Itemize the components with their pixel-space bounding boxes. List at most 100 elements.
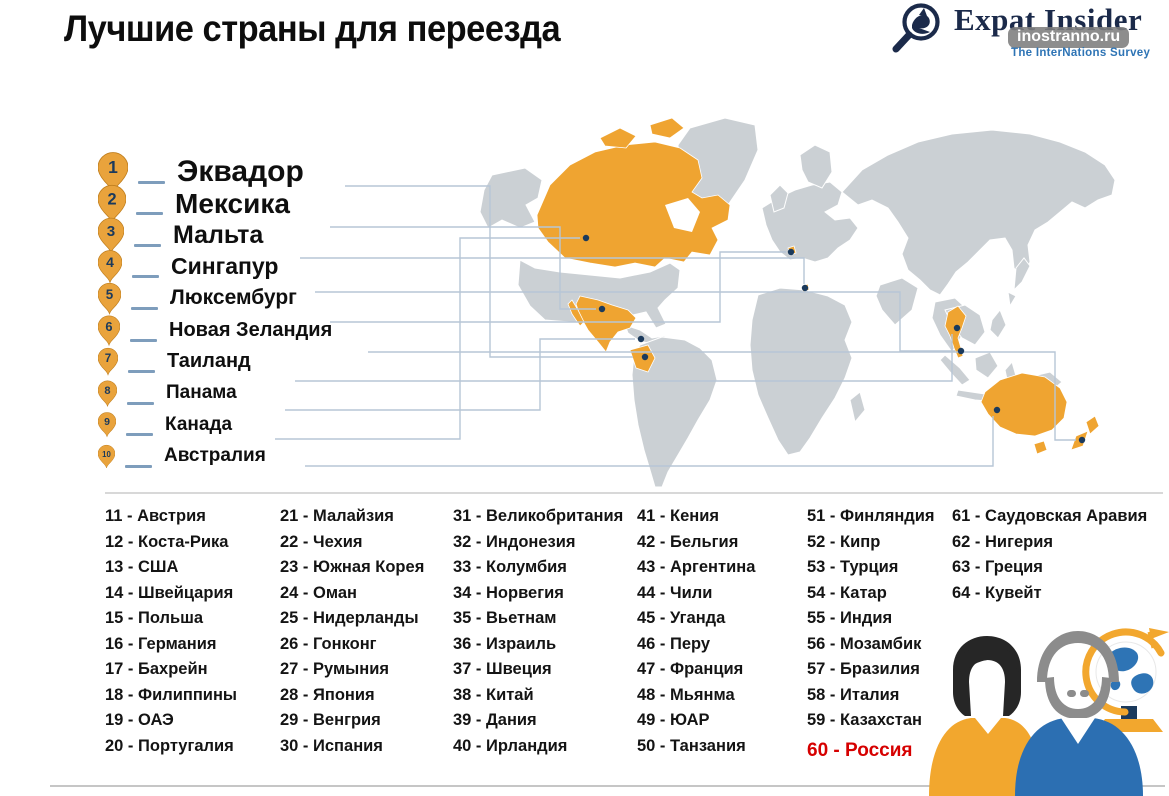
ranking-entry: 58 - Италия [807, 685, 900, 704]
top10-item: 10 Австралия [98, 436, 266, 476]
ranking-entry: 36 - Израиль [453, 634, 557, 653]
rank-pin-icon: 10 [98, 444, 115, 469]
ranking-entry: 37 - Швеция [453, 660, 552, 678]
svg-text:2: 2 [107, 190, 116, 208]
man-figure [1015, 631, 1143, 796]
man-hair [1037, 631, 1119, 682]
ranking-entry: 24 - Оман [280, 583, 357, 602]
man-neckline [1061, 718, 1095, 744]
top10-label: Мексика [175, 187, 290, 219]
pin-dash [131, 306, 158, 310]
man-mustache [1067, 690, 1076, 697]
ranking-entry: 32 - Индонезия [453, 532, 576, 551]
ranking-entry: 16 - Германия [105, 634, 217, 653]
ranking-column: 11 - Австрия 12 - Коста-Рика 13 - США 14 - … [105, 507, 237, 762]
map-japan-south [1007, 291, 1017, 308]
ranking-entry: 11 - Австрия [105, 507, 206, 525]
top10-item: 9 Канада [98, 405, 232, 445]
map-arabia [875, 277, 919, 326]
pin-dash [125, 464, 152, 468]
top10-label: Австралия [164, 445, 266, 467]
magnifier-bird-icon [892, 3, 940, 53]
ranking-entry: 30 - Испания [280, 736, 383, 755]
ranking-entry: 27 - Румыния [280, 660, 390, 678]
ranking-entry: 44 - Чили [637, 583, 713, 602]
map-asia [841, 129, 1116, 296]
svg-text:7: 7 [105, 352, 111, 365]
pin-dash [132, 275, 159, 279]
ranking-entry: 64 - Кувейт [952, 583, 1042, 602]
pin-dash [127, 401, 154, 405]
map-borneo [974, 351, 999, 379]
ranking-entry: 53 - Турция [807, 558, 899, 576]
map-baja [567, 299, 585, 327]
ranking-entry: 52 - Кипр [807, 532, 881, 551]
man-shirt [1015, 718, 1143, 796]
ranking-entry: 39 - Дания [453, 711, 537, 729]
ranking-entry: 29 - Венгрия [280, 711, 381, 729]
ranking-entry: 25 - Нидерланды [280, 609, 419, 627]
map-country-new-zealand [1085, 415, 1100, 435]
ranking-entry: 56 - Мозамбик [807, 634, 922, 653]
brand-logo: Expat Insider inostranno.ru The InterNat… [890, 0, 1169, 62]
map-scandinavia [799, 144, 833, 189]
ranking-column: 21 - Малайзия 22 - Чехия 23 - Южная Корея 2… [280, 507, 424, 762]
map-country-australia [980, 372, 1068, 437]
top10-label: Люксембург [170, 286, 297, 310]
people-illustration [929, 628, 1169, 796]
ranking-entry: 41 - Кения [637, 507, 720, 525]
ranking-entry: 33 - Колумбия [453, 558, 567, 576]
man-beard [1045, 677, 1111, 719]
woman-fringe [955, 646, 1019, 676]
ranking-entry: 31 - Великобритания [453, 507, 624, 525]
ranking-entry: 22 - Чехия [280, 532, 363, 551]
map-madagascar [849, 391, 866, 424]
ranking-entry: 45 - Уганда [637, 609, 726, 627]
ranking-entry: 40 - Ирландия [453, 736, 568, 755]
rankings-separator [105, 492, 1163, 494]
bottom-divider [50, 785, 1165, 787]
top10-label: Сингапур [171, 253, 279, 280]
ranking-entry: 26 - Гонконг [280, 634, 377, 653]
map-location-dots [582, 234, 1086, 444]
rank-pin-icon: 6 [98, 315, 120, 346]
svg-text:5: 5 [106, 287, 114, 302]
top10-label: Эквадор [177, 155, 304, 188]
pin-dash [126, 433, 153, 437]
svg-text:9: 9 [104, 416, 110, 428]
pin-dash [136, 212, 163, 216]
ranking-entry: 54 - Катар [807, 583, 887, 602]
pin-dash [138, 180, 165, 184]
map-africa [749, 287, 853, 456]
ranking-entry: 35 - Вьетнам [453, 609, 557, 627]
ranking-entry: 55 - Индия [807, 609, 893, 627]
top10-label: Панама [166, 382, 237, 404]
pin-dash [134, 243, 161, 247]
ranking-entry: 49 - ЮАР [637, 711, 710, 729]
ranking-entry: 23 - Южная Корея [280, 558, 425, 576]
map-hudson-bay [665, 198, 700, 232]
map-alaska [479, 167, 543, 229]
woman-figure [929, 636, 1041, 796]
top10-item: 8 Панама [98, 373, 237, 413]
map-uk [769, 184, 789, 213]
ranking-entry: 60 - Россия [807, 739, 913, 761]
ranking-entry: 18 - Филиппины [105, 685, 237, 704]
ranking-column: 31 - Великобритания 32 - Индонезия 33 - Ко… [453, 507, 623, 762]
top10-item: 1 Эквадор [98, 151, 304, 194]
rank-pin-icon: 9 [98, 412, 116, 438]
woman-shirt [929, 718, 1041, 796]
ranking-entry: 28 - Япония [280, 685, 375, 704]
pin-dash [130, 338, 157, 342]
ranking-entry: 62 - Нигерия [952, 532, 1053, 551]
map-usa [517, 259, 681, 329]
rank-pin-icon: 5 [98, 282, 121, 315]
top10-label: Таиланд [167, 350, 251, 373]
svg-text:8: 8 [104, 385, 110, 397]
top10-label: Новая Зеландия [169, 318, 333, 341]
map-canada-island [599, 127, 637, 149]
map-south-america [631, 336, 718, 488]
ranking-entry: 63 - Греция [952, 558, 1043, 576]
ranking-entry: 48 - Мьянма [637, 685, 735, 704]
map-tasmania [1033, 440, 1048, 455]
